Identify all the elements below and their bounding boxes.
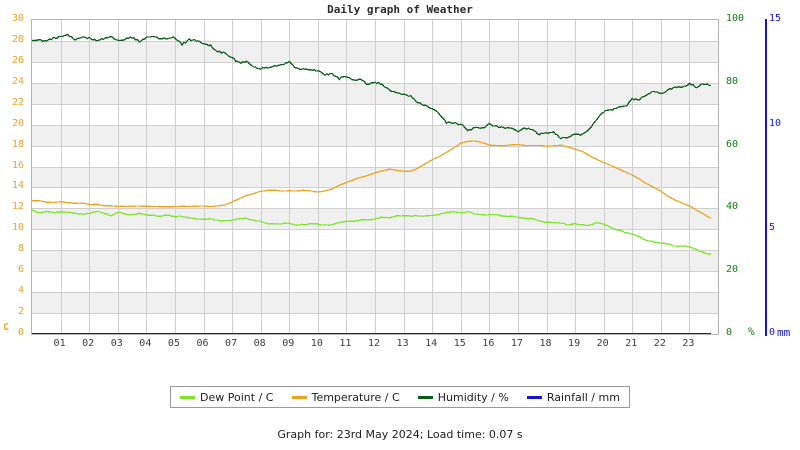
- legend-item[interactable]: Rainfall / mm: [526, 390, 620, 404]
- footer-caption: Graph for: 23rd May 2024; Load time: 0.0…: [277, 428, 523, 441]
- left-axis-tick: 18: [11, 138, 24, 150]
- gridline-vertical: [489, 20, 490, 334]
- gridline-vertical: [689, 20, 690, 334]
- gridline-vertical: [604, 20, 605, 334]
- humidity-axis-unit: %: [748, 325, 755, 338]
- gridline-vertical: [518, 20, 519, 334]
- humidity-axis-tick: 100: [726, 13, 745, 24]
- left-axis-tick: 16: [11, 159, 24, 171]
- x-axis-tick: 11: [339, 338, 352, 349]
- gridline-vertical: [175, 20, 176, 334]
- left-axis-tick: 10: [11, 222, 24, 234]
- left-axis-tick: 20: [11, 117, 24, 129]
- plot-area: [31, 19, 719, 335]
- x-axis-tick: 10: [310, 338, 323, 349]
- page-title: Daily graph of Weather: [327, 3, 473, 16]
- gridline-vertical: [318, 20, 319, 334]
- rainfall-axis-unit: mm: [777, 326, 791, 339]
- legend-item[interactable]: Dew Point / C: [180, 391, 273, 404]
- gridline-vertical: [432, 20, 433, 334]
- legend-swatch-icon: [526, 395, 542, 399]
- legend-swatch-icon: [180, 395, 196, 399]
- gridline-vertical: [289, 20, 290, 334]
- plot-gridlines: [32, 20, 718, 334]
- legend-label: Temperature / C: [311, 390, 400, 404]
- x-axis-tick: 17: [510, 338, 523, 349]
- x-axis-tick: 22: [653, 338, 666, 349]
- x-axis-tick: 16: [482, 338, 495, 349]
- x-axis-tick: 06: [196, 338, 209, 349]
- gridline-vertical: [261, 20, 262, 334]
- legend-swatch-icon: [291, 395, 307, 399]
- gridline-vertical: [146, 20, 147, 334]
- legend-label: Dew Point / C: [200, 390, 274, 404]
- left-axis-tick: 8: [17, 243, 24, 255]
- left-axis-tick: 28: [11, 33, 24, 45]
- left-axis-tick: 22: [11, 96, 24, 108]
- humidity-axis-tick: 40: [726, 201, 739, 213]
- gridline-vertical: [632, 20, 633, 334]
- legend: Dew Point / C Temperature / C Humidity / %…: [170, 386, 630, 408]
- x-axis-tick: 20: [596, 338, 609, 349]
- x-axis-tick: 15: [453, 338, 466, 349]
- left-axis-tick: 14: [11, 180, 24, 192]
- left-axis-tick: 12: [11, 201, 24, 213]
- legend-label: Rainfall / mm: [546, 390, 620, 404]
- left-axis-tick: 6: [17, 264, 24, 276]
- gridline-vertical: [89, 20, 90, 334]
- gridline-vertical: [575, 20, 576, 334]
- gridline-vertical: [346, 20, 347, 334]
- x-axis-tick: 12: [367, 338, 381, 349]
- gridline-vertical: [404, 20, 405, 334]
- gridline-vertical: [461, 20, 462, 334]
- x-axis-tick: 01: [53, 338, 66, 349]
- legend-item[interactable]: Temperature / C: [291, 390, 400, 404]
- legend-swatch-icon: [417, 395, 433, 399]
- humidity-axis-tick: 20: [726, 264, 739, 276]
- x-axis-tick: 14: [425, 338, 438, 349]
- gridline-vertical: [547, 20, 548, 334]
- gridline-vertical: [232, 20, 233, 334]
- x-axis-tick: 23: [682, 338, 695, 349]
- gridline-vertical: [204, 20, 205, 334]
- gridline-vertical: [118, 20, 119, 334]
- left-axis-unit: C: [3, 322, 10, 333]
- x-axis-tick: 19: [568, 338, 581, 349]
- x-axis-tick: 03: [110, 338, 123, 349]
- rainfall-axis-tick: 10: [769, 117, 782, 129]
- rainfall-axis-line: [765, 19, 767, 336]
- left-axis-tick: 4: [17, 285, 24, 297]
- legend-item[interactable]: Humidity / %: [417, 390, 509, 404]
- gridline-vertical: [61, 20, 62, 334]
- rainfall-axis-tick: 5: [769, 222, 776, 234]
- left-axis-tick: 24: [11, 75, 24, 87]
- left-axis-tick: 30: [11, 13, 24, 24]
- gridline-vertical: [661, 20, 662, 334]
- x-axis-tick: 07: [225, 338, 238, 349]
- gridline-vertical: [375, 20, 376, 334]
- series-line: [32, 33, 711, 140]
- left-axis-tick: 0: [17, 327, 24, 338]
- legend-label: Humidity / %: [437, 390, 509, 404]
- humidity-axis-tick: 0: [726, 327, 733, 338]
- series-line: [32, 209, 711, 255]
- x-axis-tick: 13: [396, 338, 409, 349]
- x-axis-tick: 08: [253, 338, 266, 349]
- x-axis-tick: 05: [167, 338, 180, 349]
- rainfall-axis-tick: 0: [769, 327, 776, 338]
- x-axis-tick: 18: [539, 338, 552, 349]
- rainfall-axis-tick: 15: [769, 13, 782, 24]
- x-axis-tick: 21: [625, 338, 638, 349]
- x-axis-tick: 09: [282, 338, 295, 349]
- humidity-axis-tick: 60: [726, 138, 739, 150]
- series-line: [32, 140, 712, 219]
- left-axis-tick: 26: [11, 54, 24, 66]
- series-layer: [32, 33, 712, 334]
- left-axis-tick: 2: [17, 306, 24, 318]
- humidity-axis-tick: 80: [726, 75, 739, 87]
- x-axis-tick: 04: [139, 338, 152, 349]
- x-axis-tick: 02: [82, 338, 95, 349]
